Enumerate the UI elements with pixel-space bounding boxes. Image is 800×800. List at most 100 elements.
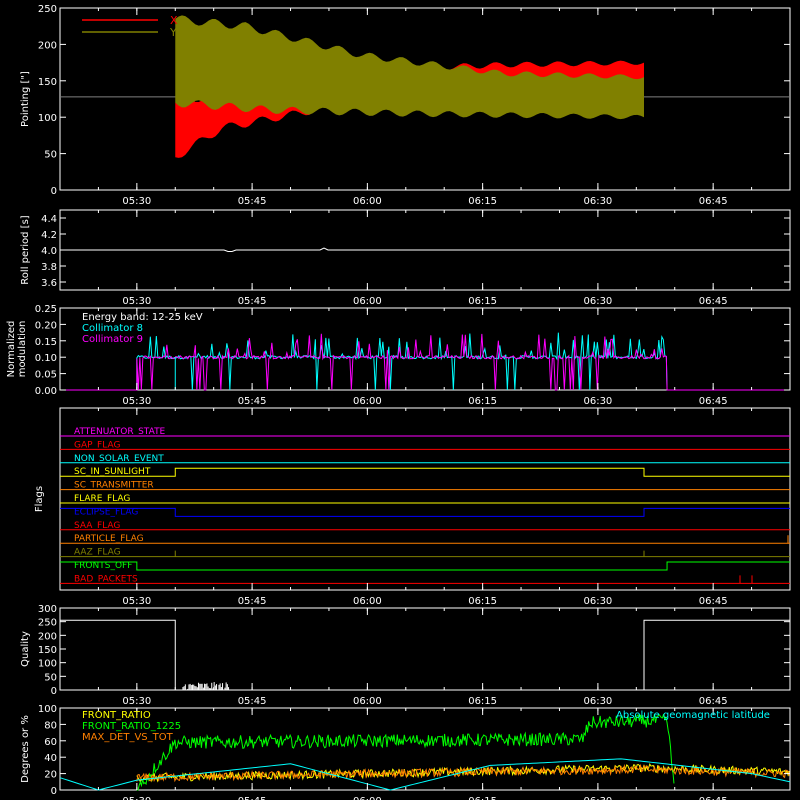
x-tick-label: 05:30 — [122, 596, 151, 607]
x-tick-label: 05:30 — [122, 696, 151, 707]
quality-line — [60, 619, 790, 691]
y-tick-label: 0.20 — [35, 320, 57, 331]
ratio-series-front-ratio-1225 — [136, 713, 675, 791]
ratio-series-absolute-geomagnetic-latitude — [59, 758, 791, 791]
x-tick-label: 06:00 — [353, 796, 382, 800]
y-tick-label: 50 — [44, 150, 57, 161]
y-axis-label: Flags — [34, 486, 45, 512]
flag-line-sc-in-sunlight — [60, 467, 790, 477]
flag-label-sc-transmitter: SC_TRANSMITTER — [74, 481, 154, 491]
y-axis-label: Roll period [s] — [20, 215, 31, 284]
x-tick-label: 06:30 — [583, 596, 612, 607]
x-tick-label: 06:30 — [583, 796, 612, 800]
flag-label-attenuator-state: ATTENUATOR_STATE — [74, 427, 166, 437]
y-tick-label: 100 — [38, 704, 57, 715]
x-tick-label: 06:00 — [353, 596, 382, 607]
y-tick-label: 4.4 — [41, 214, 57, 225]
ratio-series-max-det-vs-tot — [136, 763, 790, 783]
y-tick-label: 50 — [44, 672, 57, 683]
x-tick-label: 05:45 — [238, 396, 267, 407]
legend-label-y: Y — [169, 26, 177, 39]
pointing-series-y — [175, 15, 644, 120]
x-tick-label: 06:45 — [699, 696, 728, 707]
y-tick-label: 0.25 — [35, 304, 57, 315]
x-tick-label: 06:00 — [353, 696, 382, 707]
x-tick-label: 06:30 — [583, 396, 612, 407]
x-tick-label: 06:30 — [583, 196, 612, 207]
x-tick-label: 06:15 — [468, 696, 497, 707]
modulation-legend-1: Collimator 8 — [82, 323, 143, 334]
y-tick-label: 200 — [38, 40, 57, 51]
y-tick-label: 0 — [51, 686, 57, 697]
y-tick-label: 3.8 — [41, 262, 57, 273]
x-tick-label: 06:00 — [353, 396, 382, 407]
flag-label-gap-flag: GAP_FLAG — [74, 440, 120, 450]
y-tick-label: 20 — [44, 770, 57, 781]
y-tick-label: 0.10 — [35, 353, 57, 364]
y-tick-label: 60 — [44, 737, 57, 748]
y-tick-label: 0 — [51, 786, 57, 797]
roll-period-line — [60, 247, 788, 252]
y-axis-label: Normalized — [6, 321, 17, 378]
flag-label-bad-packets: BAD_PACKETS — [74, 574, 138, 584]
geomag-annotation: Absolute geomagnetic latitude — [616, 710, 770, 721]
x-tick-label: 05:45 — [238, 796, 267, 800]
plot-frame — [59, 407, 791, 591]
y-tick-label: 250 — [38, 618, 57, 629]
x-tick-label: 06:15 — [468, 196, 497, 207]
x-tick-label: 06:45 — [699, 296, 728, 307]
y-tick-label: 0.00 — [35, 386, 57, 397]
y-tick-label: 200 — [38, 631, 57, 642]
modulation-legend-2: Collimator 9 — [82, 334, 143, 345]
quality-panel: 0 50 100 150 200 250 300 05:30 05:45 06:00 06:15 06… — [20, 604, 791, 707]
y-tick-label: 150 — [38, 77, 57, 88]
ratio-panel: 0 20 40 60 80 100 05:30 05:45 06:00 06:15 06:30 06:… — [20, 704, 791, 800]
y-tick-label: 250 — [38, 4, 57, 15]
y-tick-label: 100 — [38, 659, 57, 670]
x-tick-label: 06:15 — [468, 396, 497, 407]
flag-label-particle-flag: PARTICLE_FLAG — [74, 534, 144, 544]
x-tick-label: 06:30 — [583, 296, 612, 307]
x-tick-label: 05:45 — [238, 196, 267, 207]
roll-period-panel: 3.6 3.8 4.0 4.2 4.4 05:30 05:45 06:00 06:15 06:30… — [20, 209, 791, 307]
modulation-series-collimator-9 — [60, 333, 790, 391]
modulation-legend-0: Energy band: 12-25 keV — [82, 312, 203, 323]
plot-frame — [59, 307, 791, 391]
x-tick-label: 06:15 — [468, 596, 497, 607]
y-tick-label: 0.05 — [35, 370, 57, 381]
x-tick-label: 06:45 — [699, 196, 728, 207]
y-axis-label: Quality — [20, 631, 31, 667]
y-axis-label: Pointing ["] — [20, 71, 31, 127]
flags-panel: ATTENUATOR_STATE GAP_FLAG NON_SOLAR_EVENT S… — [34, 407, 791, 607]
flag-label-saa-flag: SAA_FLAG — [74, 521, 120, 531]
plot-frame — [59, 7, 791, 191]
y-tick-label: 100 — [38, 113, 57, 124]
x-tick-label: 05:30 — [122, 796, 151, 800]
y-tick-label: 4.2 — [41, 230, 57, 241]
y-tick-label: 0.15 — [35, 337, 57, 348]
x-tick-label: 05:45 — [238, 696, 267, 707]
legend-label-x: X — [170, 14, 178, 27]
pointing-panel: 0 50 100 150 200 250 05:30 05:45 06:00 06:15 06:30… — [20, 4, 791, 207]
x-tick-label: 05:30 — [122, 196, 151, 207]
y-tick-label: 40 — [44, 753, 57, 764]
modulation-series-collimator-8 — [60, 332, 790, 391]
ratio-legend-2: MAX_DET_VS_TOT — [82, 732, 174, 743]
x-tick-label: 06:45 — [699, 796, 728, 800]
ratio-legend-1: FRONT_RATIO_1225 — [82, 721, 181, 732]
x-tick-label: 06:15 — [468, 796, 497, 800]
y-axis-label: Degrees or % — [20, 715, 31, 783]
flag-line-fronts-off — [60, 561, 790, 571]
x-tick-label: 05:45 — [238, 596, 267, 607]
flag-label-eclipse-flag: ECLIPSE_FLAG — [74, 507, 138, 517]
flag-label-flare-flag: FLARE_FLAG — [74, 494, 130, 504]
plot-frame — [59, 707, 791, 791]
y-tick-label: 0 — [51, 186, 57, 197]
flag-label-fronts-off: FRONTS_OFF — [74, 561, 132, 571]
x-tick-label: 05:30 — [122, 296, 151, 307]
y-tick-label: 3.6 — [41, 278, 57, 289]
flag-label-aaz-flag: AAZ_FLAG — [74, 548, 121, 558]
flag-label-non-solar-event: NON_SOLAR_EVENT — [74, 454, 164, 464]
y-tick-label: 150 — [38, 645, 57, 656]
y-tick-label: 300 — [38, 604, 57, 615]
